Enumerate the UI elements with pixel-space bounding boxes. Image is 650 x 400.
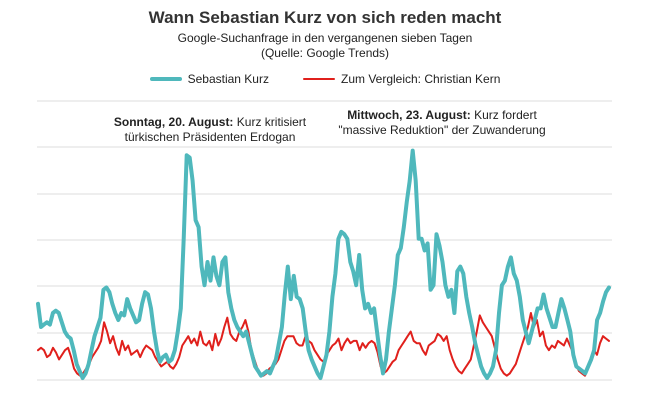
annotation-wednesday-date: Mittwoch, 23. August:: [347, 108, 471, 122]
legend-item-kurz: Sebastian Kurz: [149, 72, 269, 86]
annotation-wednesday-text: Kurz fordert: [474, 108, 537, 122]
legend-label-kurz: Sebastian Kurz: [187, 72, 269, 86]
series-line-kurz: [36, 148, 611, 380]
chart-title: Wann Sebastian Kurz von sich reden macht: [148, 8, 502, 27]
chart-subtitle: Google-Suchanfrage in den vergangenen si…: [177, 31, 473, 45]
annotation-sunday: Sonntag, 20. August: Kurz kritisiert tür…: [80, 115, 340, 145]
legend-swatch-kurz: [149, 77, 182, 81]
annotation-sunday-text: Kurz kritisiert: [236, 115, 307, 129]
annotation-sunday-text2: türkischen Präsidenten Erdogan: [124, 130, 296, 144]
series-lines: [36, 148, 611, 380]
annotation-wednesday: Mittwoch, 23. August: Kurz fordert "mass…: [312, 108, 572, 138]
annotation-sunday-date: Sonntag, 20. August:: [113, 115, 234, 129]
legend-item-kern: Zum Vergleich: Christian Kern: [302, 72, 501, 86]
legend-label-kern: Zum Vergleich: Christian Kern: [340, 72, 501, 86]
chart-source: (Quelle: Google Trends): [260, 46, 390, 60]
gridlines: [37, 100, 612, 381]
legend-swatch-kern: [302, 78, 335, 80]
legend: Sebastian Kurz Zum Vergleich: Christian …: [0, 72, 650, 86]
annotation-wednesday-text2: "massive Reduktion" der Zuwanderung: [338, 123, 546, 137]
